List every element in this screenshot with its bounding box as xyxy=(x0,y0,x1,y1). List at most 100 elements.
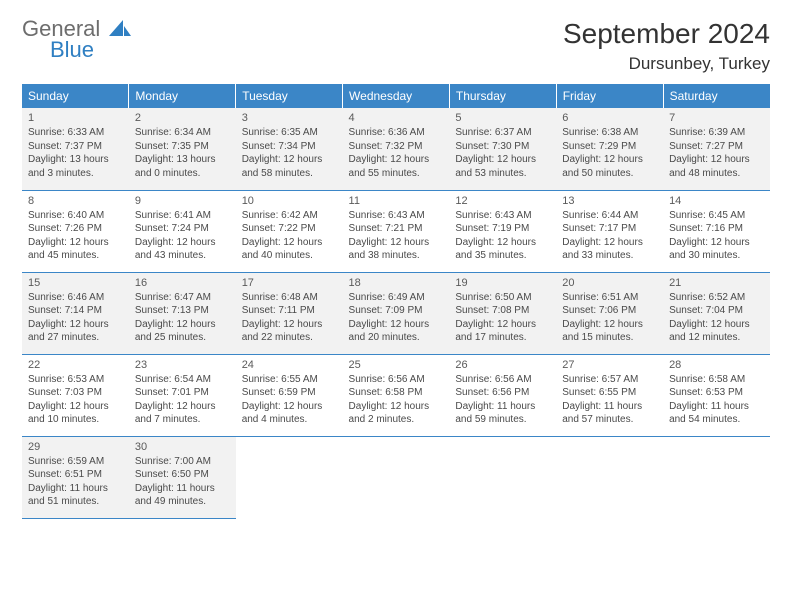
calendar-day-cell: 6Sunrise: 6:38 AMSunset: 7:29 PMDaylight… xyxy=(556,108,663,190)
dl1-label: Daylight: 12 hours xyxy=(349,153,444,167)
dl2-label: and 40 minutes. xyxy=(242,249,337,263)
calendar-day-cell: 17 Sunrise: 6:48 AMSunset: 7:11 PMDayligh… xyxy=(236,272,343,354)
dl1-label: Daylight: 13 hours xyxy=(28,153,123,167)
sunrise-label: Sunrise: 6:55 AM xyxy=(242,373,337,387)
calendar-day-cell: 15Sunrise: 6:46 AMSunset: 7:14 PMDayligh… xyxy=(22,272,129,354)
dl2-label: and 30 minutes. xyxy=(669,249,764,263)
day-number: 26 xyxy=(455,359,550,371)
sunrise-label: Sunrise: 6:48 AM xyxy=(242,291,337,305)
dl1-label: Daylight: 12 hours xyxy=(455,153,550,167)
calendar-day-cell: 5Sunrise: 6:37 AMSunset: 7:30 PMDaylight… xyxy=(449,108,556,190)
day-number: 6 xyxy=(562,112,657,124)
sunrise-label: Sunrise: 7:00 AM xyxy=(135,455,230,469)
day-number: 22 xyxy=(28,359,123,371)
sunrise-label: Sunrise: 6:49 AM xyxy=(349,291,444,305)
sunrise-label: Sunrise: 6:35 AM xyxy=(242,126,337,140)
sunrise-label: Sunrise: 6:37 AM xyxy=(455,126,550,140)
sunrise-label: Sunrise: 6:43 AM xyxy=(455,209,550,223)
sunrise-label: Sunrise: 6:33 AM xyxy=(28,126,123,140)
sunrise-label: Sunrise: 6:51 AM xyxy=(562,291,657,305)
dl2-label: and 0 minutes. xyxy=(135,167,230,181)
weekday-header: Friday xyxy=(556,84,663,108)
day-number: 18 xyxy=(349,277,444,289)
day-number: 7 xyxy=(669,112,764,124)
sunrise-label: Sunrise: 6:52 AM xyxy=(669,291,764,305)
dl2-label: and 10 minutes. xyxy=(28,413,123,427)
day-number: 15 xyxy=(28,277,123,289)
dl1-label: Daylight: 12 hours xyxy=(242,236,337,250)
calendar-day-cell: 28Sunrise: 6:58 AMSunset: 6:53 PMDayligh… xyxy=(663,354,770,436)
day-number: 10 xyxy=(242,195,337,207)
day-number: 20 xyxy=(562,277,657,289)
logo-text-block: General Blue xyxy=(22,18,131,61)
sunset-label: Sunset: 7:03 PM xyxy=(28,386,123,400)
dl2-label: and 7 minutes. xyxy=(135,413,230,427)
dl2-label: and 17 minutes. xyxy=(455,331,550,345)
dl1-label: Daylight: 12 hours xyxy=(28,236,123,250)
dl1-label: Daylight: 11 hours xyxy=(669,400,764,414)
sunrise-label: Sunrise: 6:39 AM xyxy=(669,126,764,140)
dl1-label: Daylight: 12 hours xyxy=(669,236,764,250)
dl1-label: Daylight: 12 hours xyxy=(135,400,230,414)
sunset-label: Sunset: 6:50 PM xyxy=(135,468,230,482)
dl1-label: Daylight: 12 hours xyxy=(562,236,657,250)
dl2-label: and 48 minutes. xyxy=(669,167,764,181)
dl1-label: Daylight: 12 hours xyxy=(562,318,657,332)
calendar-week-row: 22Sunrise: 6:53 AMSunset: 7:03 PMDayligh… xyxy=(22,354,770,436)
sunset-label: Sunset: 6:58 PM xyxy=(349,386,444,400)
sunrise-label: Sunrise: 6:56 AM xyxy=(455,373,550,387)
calendar-day-cell: 21Sunrise: 6:52 AMSunset: 7:04 PMDayligh… xyxy=(663,272,770,354)
dl2-label: and 55 minutes. xyxy=(349,167,444,181)
day-number: 14 xyxy=(669,195,764,207)
sunset-label: Sunset: 6:59 PM xyxy=(242,386,337,400)
sunset-label: Sunset: 7:11 PM xyxy=(242,304,337,318)
calendar-day-cell: 25Sunrise: 6:56 AMSunset: 6:58 PMDayligh… xyxy=(343,354,450,436)
calendar-week-row: 1Sunrise: 6:33 AMSunset: 7:37 PMDaylight… xyxy=(22,108,770,190)
calendar-day-cell xyxy=(449,436,556,518)
calendar-day-cell: 13Sunrise: 6:44 AMSunset: 7:17 PMDayligh… xyxy=(556,190,663,272)
dl1-label: Daylight: 12 hours xyxy=(242,400,337,414)
day-number: 9 xyxy=(135,195,230,207)
calendar-day-cell: 11Sunrise: 6:43 AMSunset: 7:21 PMDayligh… xyxy=(343,190,450,272)
sunrise-label: Sunrise: 6:41 AM xyxy=(135,209,230,223)
weekday-header: Saturday xyxy=(663,84,770,108)
dl1-label: Daylight: 12 hours xyxy=(669,153,764,167)
sunset-label: Sunset: 6:53 PM xyxy=(669,386,764,400)
dl1-label: Daylight: 12 hours xyxy=(28,318,123,332)
sunrise-label: Sunrise: 6:50 AM xyxy=(455,291,550,305)
calendar-day-cell: 1Sunrise: 6:33 AMSunset: 7:37 PMDaylight… xyxy=(22,108,129,190)
calendar-day-cell: 20Sunrise: 6:51 AMSunset: 7:06 PMDayligh… xyxy=(556,272,663,354)
dl1-label: Daylight: 12 hours xyxy=(455,318,550,332)
day-number: 17 xyxy=(242,277,337,289)
dl2-label: and 22 minutes. xyxy=(242,331,337,345)
weekday-header: Monday xyxy=(129,84,236,108)
calendar-day-cell: 3Sunrise: 6:35 AMSunset: 7:34 PMDaylight… xyxy=(236,108,343,190)
calendar-body: 1Sunrise: 6:33 AMSunset: 7:37 PMDaylight… xyxy=(22,108,770,518)
calendar-day-cell: 2Sunrise: 6:34 AMSunset: 7:35 PMDaylight… xyxy=(129,108,236,190)
sunrise-label: Sunrise: 6:42 AM xyxy=(242,209,337,223)
sunrise-label: Sunrise: 6:59 AM xyxy=(28,455,123,469)
dl1-label: Daylight: 12 hours xyxy=(242,153,337,167)
dl2-label: and 33 minutes. xyxy=(562,249,657,263)
sunset-label: Sunset: 6:55 PM xyxy=(562,386,657,400)
sunset-label: Sunset: 7:09 PM xyxy=(349,304,444,318)
sunset-label: Sunset: 7:21 PM xyxy=(349,222,444,236)
sunset-label: Sunset: 7:27 PM xyxy=(669,140,764,154)
dl1-label: Daylight: 13 hours xyxy=(135,153,230,167)
dl2-label: and 59 minutes. xyxy=(455,413,550,427)
sunset-label: Sunset: 7:24 PM xyxy=(135,222,230,236)
calendar-day-cell: 27Sunrise: 6:57 AMSunset: 6:55 PMDayligh… xyxy=(556,354,663,436)
calendar-day-cell: 14Sunrise: 6:45 AMSunset: 7:16 PMDayligh… xyxy=(663,190,770,272)
day-number: 1 xyxy=(28,112,123,124)
dl2-label: and 51 minutes. xyxy=(28,495,123,509)
sunset-label: Sunset: 7:17 PM xyxy=(562,222,657,236)
sunrise-label: Sunrise: 6:38 AM xyxy=(562,126,657,140)
dl2-label: and 43 minutes. xyxy=(135,249,230,263)
calendar-day-cell: 18Sunrise: 6:49 AMSunset: 7:09 PMDayligh… xyxy=(343,272,450,354)
dl1-label: Daylight: 12 hours xyxy=(455,236,550,250)
calendar-day-cell: 12Sunrise: 6:43 AMSunset: 7:19 PMDayligh… xyxy=(449,190,556,272)
dl1-label: Daylight: 12 hours xyxy=(135,318,230,332)
dl1-label: Daylight: 12 hours xyxy=(242,318,337,332)
calendar-week-row: 29Sunrise: 6:59 AMSunset: 6:51 PMDayligh… xyxy=(22,436,770,518)
day-number: 3 xyxy=(242,112,337,124)
